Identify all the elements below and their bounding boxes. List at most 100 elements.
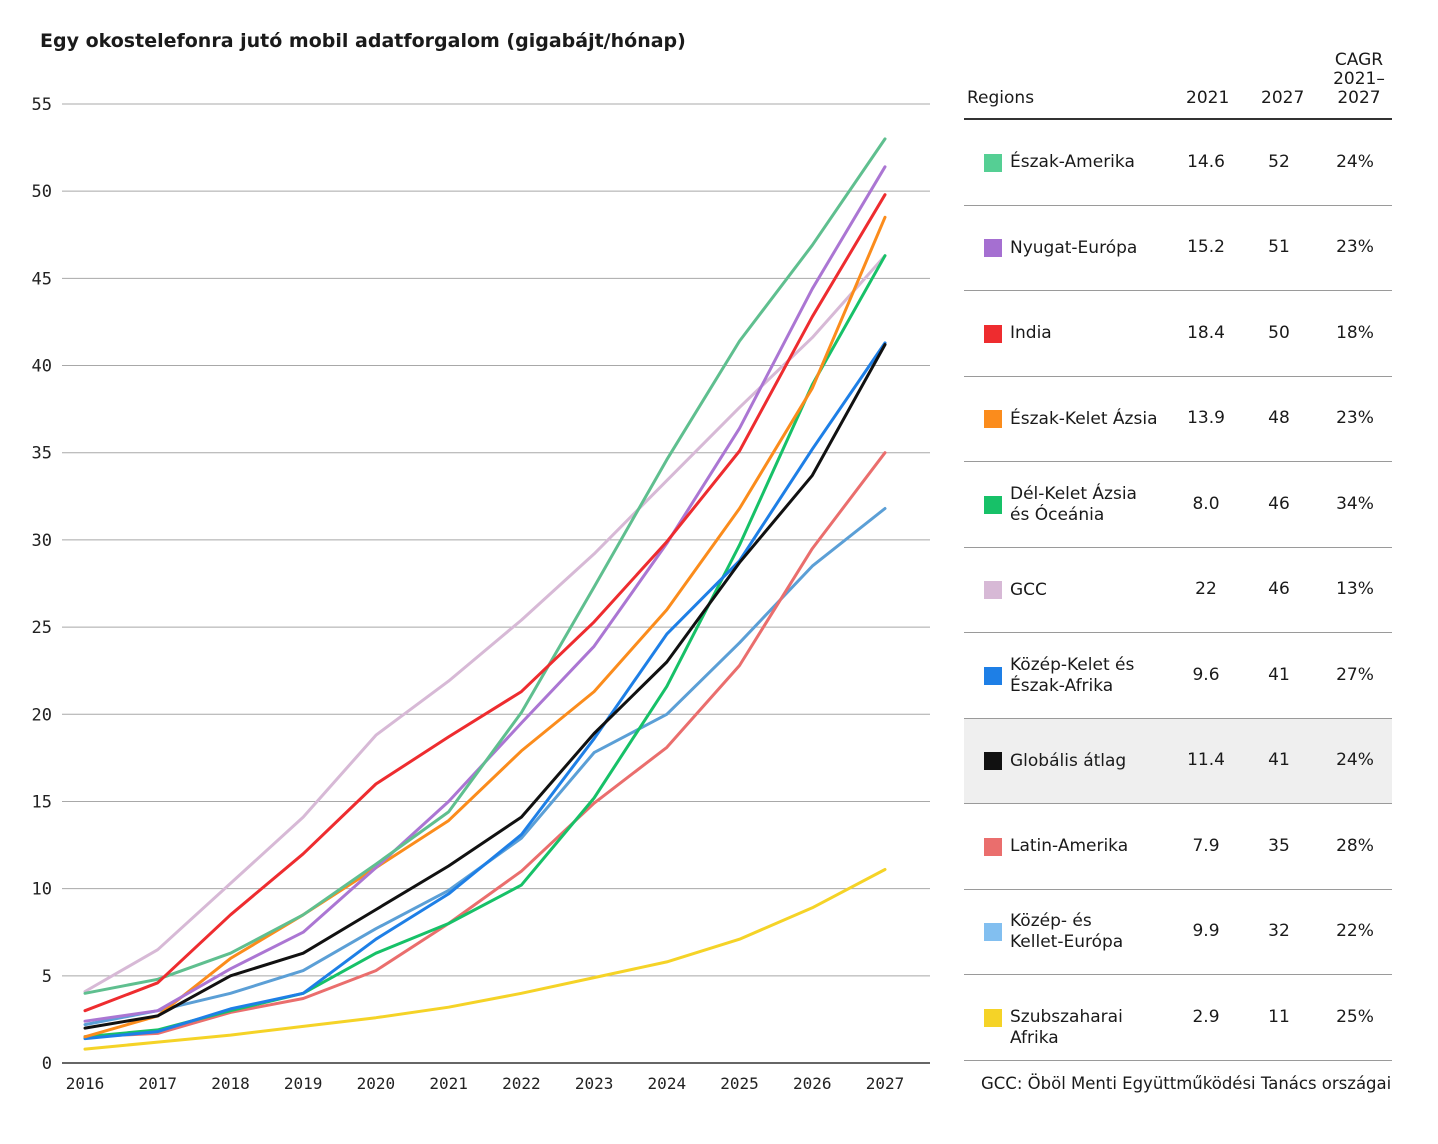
region-name: Nyugat-Európa: [1010, 238, 1170, 259]
legend-swatch: [984, 752, 1002, 771]
grid-lines: [62, 103, 930, 1064]
y-tick-label: 45: [32, 269, 52, 289]
header-regions: Regions: [967, 88, 1035, 108]
value-2021: 15.2: [1187, 237, 1225, 258]
series-line-4: [83, 254, 887, 1039]
table-row: Észak-Kelet Ázsia 13.9 48 23%: [964, 377, 1392, 462]
value-cagr: 24%: [1336, 750, 1374, 771]
y-tick-label: 25: [32, 618, 52, 638]
legend-swatch: [984, 581, 1002, 600]
value-2027: 46: [1268, 579, 1290, 600]
series-line-5: [83, 341, 887, 1041]
header-2027: 2027: [1261, 88, 1305, 108]
series-line-9: [83, 193, 887, 1013]
series-line-1: [83, 868, 887, 1051]
y-tick-label: 15: [32, 792, 52, 812]
value-2027: 41: [1268, 750, 1290, 771]
table-row: Közép- és Kellet-Európa 9.9 32 22%: [964, 890, 1392, 975]
y-tick-label: 40: [32, 357, 52, 377]
footnote: GCC: Öböl Menti Együttműködési Tanács or…: [981, 1074, 1392, 1093]
legend-swatch: [984, 923, 1002, 942]
value-cagr: 22%: [1336, 921, 1374, 942]
series-line-2: [83, 507, 887, 1027]
table-row: Szubszaharai Afrika 2.9 11 25%: [964, 975, 1392, 1061]
series-line-6: [83, 215, 887, 1039]
value-2021: 9.9: [1192, 921, 1220, 942]
value-2021: 13.9: [1187, 408, 1225, 429]
x-axis-ticks: 2016 2017 2018 2019 2020 2021 2022 2023 2024 2025…: [66, 1074, 905, 1093]
value-2027: 35: [1268, 835, 1290, 856]
region-name: Latin-Amerika: [1010, 836, 1170, 857]
chart-title: Egy okostelefonra jutó mobil adatforgalo…: [40, 30, 686, 52]
header-cagr-line-3: 2027: [1337, 88, 1381, 108]
legend-table: Regions 2021 2027 CAGR 2021– 2027 Észak-…: [964, 40, 1392, 1061]
region-name-line: Dél-Kelet Ázsia: [1010, 483, 1137, 504]
legend-swatch: [984, 1008, 1002, 1027]
x-tick-label: 2027: [866, 1074, 905, 1093]
region-name: GCC: [1010, 580, 1170, 601]
series-lines: [83, 137, 887, 1051]
table-row: Globális átlag 11.4 41 24%: [964, 718, 1392, 804]
x-tick-label: 2017: [138, 1074, 177, 1093]
value-2027: 50: [1268, 322, 1290, 343]
value-2021: 14.6: [1187, 151, 1225, 172]
region-name-line: GCC: [1010, 579, 1047, 600]
series-line-7: [83, 165, 887, 1023]
value-cagr: 24%: [1336, 151, 1374, 172]
value-2027: 51: [1268, 237, 1290, 258]
value-2027: 52: [1268, 151, 1290, 172]
legend-swatch: [984, 410, 1002, 429]
y-axis-ticks: 0 5 10 15 20 25 30 35 40 45 50 55: [32, 95, 52, 1074]
y-tick-label: 0: [42, 1054, 52, 1074]
x-tick-label: 2018: [211, 1074, 250, 1093]
value-cagr: 13%: [1336, 579, 1374, 600]
region-name-line: Szubszaharai Afrika: [1010, 1007, 1123, 1049]
value-2021: 9.6: [1192, 664, 1220, 685]
value-2021: 8.0: [1192, 493, 1220, 514]
value-2021: 11.4: [1187, 750, 1225, 771]
x-tick-label: 2024: [648, 1074, 687, 1093]
series-line-8: [83, 137, 887, 995]
legend-swatch: [984, 495, 1002, 514]
x-tick-label: 2025: [720, 1074, 759, 1093]
table-row: India 18.4 50 18%: [964, 291, 1392, 377]
y-tick-label: 20: [32, 705, 52, 725]
header-cagr: CAGR 2021– 2027: [1332, 51, 1386, 108]
value-2021: 18.4: [1187, 322, 1225, 343]
value-cagr: 27%: [1336, 664, 1374, 685]
value-2027: 46: [1268, 493, 1290, 514]
region-name-line: Észak-Afrika: [1010, 675, 1114, 696]
y-tick-label: 35: [32, 444, 52, 464]
region-name: Közép-Kelet és Észak-Afrika: [1010, 655, 1170, 697]
value-2027: 11: [1268, 1006, 1290, 1027]
series-line-0: [83, 254, 887, 993]
value-2021: 22: [1195, 579, 1217, 600]
value-cagr: 18%: [1336, 322, 1374, 343]
table-row: Dél-Kelet Ázsia és Óceánia 8.0 46 34%: [964, 462, 1392, 548]
region-name-line: Közép-Kelet és: [1010, 654, 1135, 675]
value-2027: 32: [1268, 921, 1290, 942]
value-2021: 2.9: [1192, 1006, 1220, 1027]
legend-swatch: [984, 239, 1002, 258]
value-cagr: 23%: [1336, 237, 1374, 258]
table-row: Közép-Kelet és Észak-Afrika 9.6 41 27%: [964, 633, 1392, 719]
x-tick-label: 2016: [66, 1074, 105, 1093]
region-name: Szubszaharai Afrika: [1010, 1007, 1170, 1049]
x-tick-label: 2019: [284, 1074, 323, 1093]
region-name-line: Kellet-Európa: [1010, 932, 1124, 953]
legend-swatch: [984, 837, 1002, 856]
x-tick-label: 2021: [429, 1074, 468, 1093]
y-tick-label: 50: [32, 182, 52, 202]
region-name: Globális átlag: [1010, 751, 1170, 772]
region-name-line: Észak-Kelet Ázsia: [1010, 408, 1158, 429]
region-name: India: [1010, 323, 1170, 344]
x-tick-label: 2020: [357, 1074, 396, 1093]
header-cagr-line-1: CAGR: [1334, 50, 1384, 70]
series-line-3: [83, 451, 887, 1039]
region-name: Észak-Amerika: [1010, 152, 1170, 173]
value-cagr: 28%: [1336, 835, 1374, 856]
region-name-line: és Óceánia: [1010, 504, 1105, 525]
value-2027: 48: [1268, 408, 1290, 429]
x-tick-label: 2026: [793, 1074, 832, 1093]
region-name: Közép- és Kellet-Európa: [1010, 911, 1170, 953]
